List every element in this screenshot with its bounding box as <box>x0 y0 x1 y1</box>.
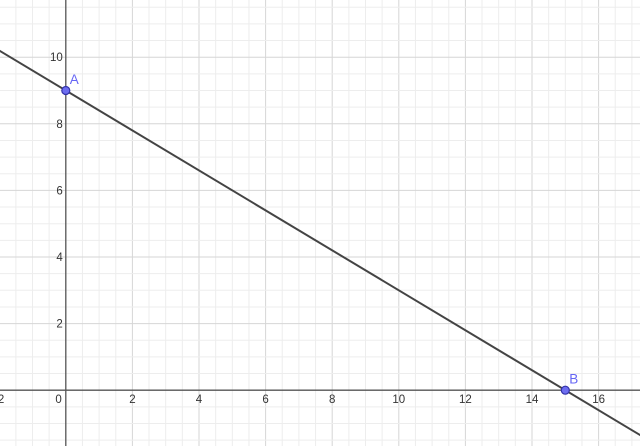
svg-text:8: 8 <box>329 394 335 406</box>
svg-text:-2: -2 <box>0 394 4 406</box>
svg-text:6: 6 <box>262 394 268 406</box>
svg-text:2: 2 <box>56 319 62 331</box>
svg-text:10: 10 <box>50 52 63 64</box>
svg-text:B: B <box>569 372 578 387</box>
svg-text:4: 4 <box>56 252 63 264</box>
svg-text:14: 14 <box>526 394 539 406</box>
svg-text:8: 8 <box>56 119 62 131</box>
svg-text:2: 2 <box>129 394 135 406</box>
svg-text:0: 0 <box>55 394 61 406</box>
svg-text:10: 10 <box>392 394 405 406</box>
svg-text:16: 16 <box>592 394 605 406</box>
svg-text:A: A <box>70 72 79 87</box>
svg-text:4: 4 <box>196 394 203 406</box>
svg-text:12: 12 <box>459 394 472 406</box>
svg-text:6: 6 <box>56 185 62 197</box>
